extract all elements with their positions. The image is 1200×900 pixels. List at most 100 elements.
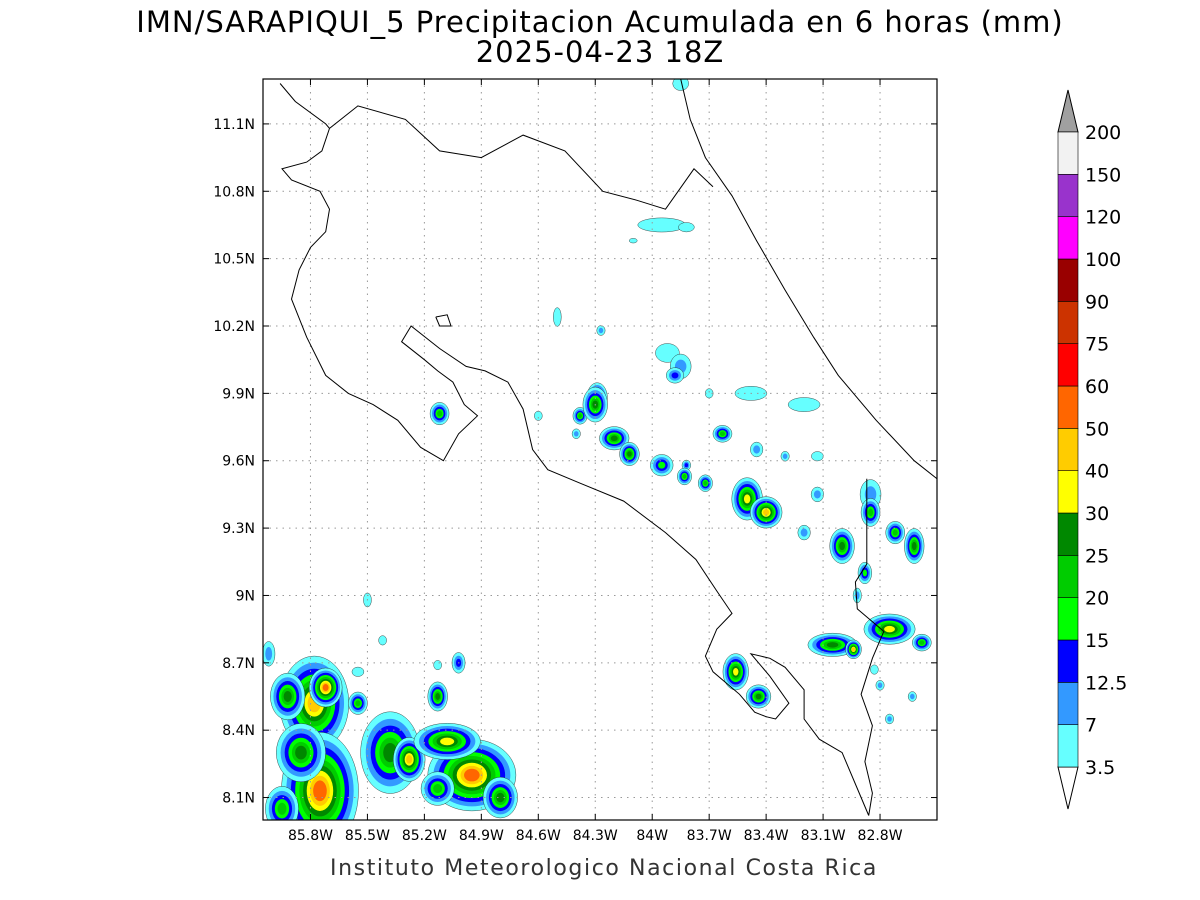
lat-tick-label-4: 9.3N [222,521,255,537]
light-rain-cell-23 [351,666,365,677]
light-rain-cell-22 [433,660,442,670]
colorbar-swatch-7 [1057,428,1079,471]
light-rain-cell-13 [797,524,811,541]
lon-tick-label-8: 83.4W [744,828,789,844]
rain-cell-30 [863,613,916,645]
light-rain-cell-27 [672,79,689,91]
rain-cell-37 [698,474,713,492]
rain-cell-10 [482,776,518,819]
rain-cell-9 [413,723,481,760]
lat-tick-label-1: 8.4N [222,723,255,739]
lon-tick-label-6: 84W [636,828,668,844]
lon-tick-label-4: 84.6W [516,828,561,844]
rain-cell-2 [270,672,306,721]
colorbar-legend: 3.5 7 12.5 15 20 25 30 40 50 60 75 90 100 120 150 200 [1057,89,1127,810]
light-rain-cell-15 [852,587,862,604]
light-rain-cell-11 [811,451,824,462]
rain-cell-25 [749,496,783,529]
map-subtitle-date: 2025-04-23 18Z [475,35,725,69]
rain-cell-32 [807,632,858,657]
rain-cell-36 [857,562,872,584]
coastlines [279,79,937,816]
lat-tick-label-10: 11.1N [213,117,255,133]
colorbar-swatch-8 [1057,385,1079,429]
pacific-coastline [279,83,870,816]
light-rain-cell-3 [596,325,606,336]
colorbar-label-6: 30 [1085,503,1109,525]
lon-tick-label-0: 85.8W [288,828,333,844]
credit-text: Instituto Meteorologico Nacional Costa R… [330,856,878,881]
lat-tick-label-2: 8.7N [222,656,255,672]
light-rain-cell-25 [534,410,543,421]
rain-cell-26 [829,528,855,564]
colorbar-label-14: 150 [1085,164,1121,186]
light-rain-cell-10 [780,451,790,462]
rain-cell-19 [650,454,674,477]
rain-cell-22 [572,407,588,425]
lon-tick-label-1: 85.5W [345,828,390,844]
rain-cell-15 [429,402,450,426]
colorbar-swatch-9 [1057,343,1079,387]
rain-cell-24 [731,477,763,521]
lon-tick-label-10: 82.8W [858,828,903,844]
light-rain-cell-28 [629,238,638,244]
rain-cell-34 [722,653,749,691]
rain-cell-23 [712,425,733,443]
colorbar-swatch-0 [1057,724,1079,768]
lon-tick-label-3: 84.9W [459,828,504,844]
lat-tick-label-7: 10.2N [213,319,255,335]
light-rain-cell-1 [678,222,695,233]
colorbar-label-13: 120 [1085,207,1121,229]
precipitation-field [263,79,932,820]
colorbar-label-2: 12.5 [1085,672,1127,694]
colorbar-over-arrow [1057,89,1079,133]
colorbar-label-8: 50 [1085,418,1109,440]
rain-cell-33 [845,639,862,659]
colorbar-swatch-4 [1057,555,1079,598]
colorbar-label-11: 90 [1085,291,1109,313]
light-rain-cell-24 [263,641,276,667]
rain-cell-18 [619,442,640,466]
axis-ticks: 85.8W 85.5W 85.2W 84.9W 84.6W 84.3W 84W 83.7W 83… [213,79,937,844]
lon-tick-label-2: 85.2W [402,828,447,844]
colorbar-swatch-6 [1057,470,1079,514]
colorbar-swatch-1 [1057,682,1079,725]
colorbar-swatch-12 [1057,216,1079,260]
lon-tick-label-7: 83.7W [687,828,732,844]
lat-tick-label-3: 9N [236,588,255,604]
lon-tick-label-9: 83.1W [801,828,846,844]
panama-border [854,478,885,816]
plot-frame [262,78,938,821]
colorbar-label-1: 7 [1085,715,1097,737]
map-title: IMN/SARAPIQUI_5 Precipitacion Acumulada … [136,5,1064,39]
light-rain-cell-21 [378,635,387,646]
lon-tick-label-5: 84.3W [573,828,618,844]
lat-tick-label-6: 9.9N [222,386,255,402]
colorbar-label-3: 15 [1085,630,1109,652]
light-rain-cell-16 [870,664,879,675]
lat-tick-label-8: 10.5N [213,252,255,268]
caribbean-coastline [680,79,937,480]
colorbar-label-15: 200 [1085,122,1121,144]
lat-tick-label-5: 9.6N [222,454,255,470]
rain-cell-4 [276,723,326,783]
colorbar-under-arrow [1057,766,1079,810]
colorbar-swatch-3 [1057,597,1079,641]
rain-cell-21 [666,367,684,384]
colorbar-label-4: 20 [1085,588,1109,610]
colorbar-label-7: 40 [1085,461,1109,483]
rain-cell-31 [912,633,932,652]
island-outline [435,314,452,327]
rain-cell-12 [427,681,448,712]
rain-cell-5 [265,786,299,820]
nicaragua-border [329,105,714,210]
colorbar-swatch-11 [1057,258,1079,302]
rain-cell-17 [599,426,630,451]
light-rain-cell-19 [907,691,917,702]
colorbar-swatch-13 [1057,174,1079,217]
rain-cell-28 [885,521,905,545]
light-rain-cell-26 [571,428,581,439]
light-rain-cell-17 [875,680,885,691]
rain-cell-29 [904,528,925,564]
